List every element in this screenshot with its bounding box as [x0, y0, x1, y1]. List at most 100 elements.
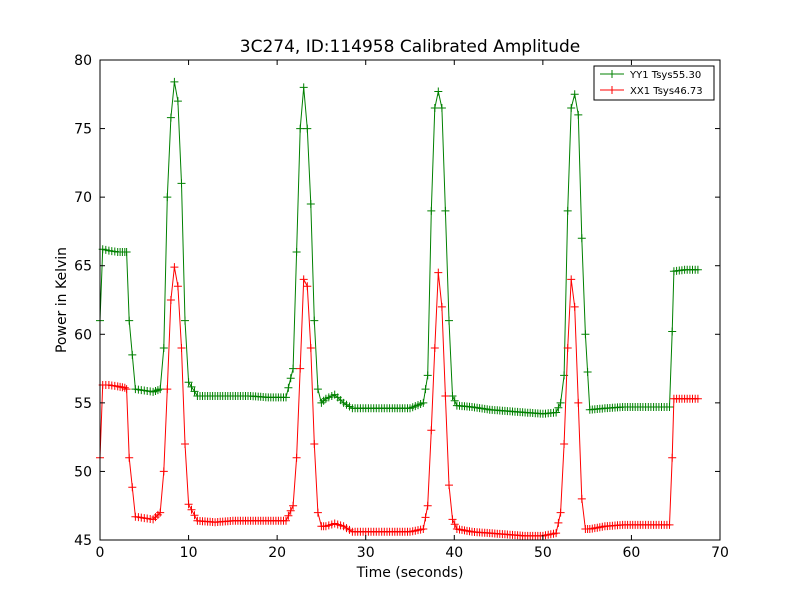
data-point	[665, 403, 674, 411]
data-point	[556, 398, 565, 407]
data-point	[560, 440, 569, 448]
data-point	[187, 382, 196, 391]
data-point	[173, 282, 182, 291]
data-point	[282, 393, 290, 402]
data-point	[693, 265, 702, 274]
data-point	[554, 518, 563, 527]
data-point	[419, 525, 428, 533]
data-point	[292, 453, 301, 462]
data-point	[170, 263, 179, 272]
data-point	[163, 193, 172, 202]
data-point	[159, 344, 168, 352]
data-point	[567, 104, 576, 112]
data-point	[421, 513, 430, 522]
data-point	[122, 385, 131, 394]
data-point	[445, 481, 453, 490]
data-point	[286, 374, 295, 383]
data-point	[668, 327, 677, 336]
data-point	[421, 385, 430, 394]
data-point	[419, 398, 428, 407]
data-point	[693, 394, 702, 403]
data-point	[181, 440, 189, 448]
legend-label-xx1: XX1 Tsys46.73	[630, 86, 703, 97]
data-point	[668, 453, 677, 462]
data-point	[577, 234, 586, 243]
chart-title: 3C274, ID:114958 Calibrated Amplitude	[240, 37, 580, 57]
legend-marker-xx1	[608, 86, 616, 94]
data-point	[430, 344, 439, 352]
data-point	[170, 77, 179, 86]
data-point	[166, 113, 175, 122]
data-point	[184, 378, 193, 387]
y-tick-label: 70	[74, 190, 92, 206]
data-point	[448, 392, 457, 400]
data-point	[296, 124, 305, 133]
data-point	[563, 206, 572, 215]
data-point	[554, 403, 563, 412]
data-point	[190, 387, 199, 396]
data-point	[177, 344, 186, 352]
plot-frame	[99, 59, 721, 541]
data-point	[434, 87, 443, 96]
data-point	[303, 282, 312, 291]
data-point	[296, 364, 305, 373]
data-point	[556, 508, 565, 517]
data-point	[286, 506, 295, 515]
x-tick-label: 10	[180, 545, 198, 561]
x-tick-label: 40	[445, 545, 463, 561]
data-point	[173, 97, 182, 106]
data-point	[574, 398, 583, 407]
data-point	[310, 440, 319, 448]
data-point	[184, 500, 193, 509]
data-point	[310, 316, 319, 325]
data-point	[441, 206, 450, 215]
data-point	[445, 316, 453, 325]
data-point	[448, 515, 457, 524]
data-point	[437, 104, 446, 112]
data-point	[665, 520, 674, 529]
y-tick-label: 60	[74, 327, 92, 343]
data-point	[574, 110, 583, 119]
data-point	[190, 511, 199, 520]
data-point	[128, 350, 137, 359]
legend-marker-yy1	[608, 70, 616, 78]
legend: YY1 Tsys55.30 XX1 Tsys46.73	[593, 65, 715, 101]
data-point	[306, 200, 315, 208]
data-point	[122, 248, 131, 256]
data-point	[159, 467, 168, 476]
data-point	[583, 368, 592, 376]
data-point	[570, 302, 579, 311]
data-point	[423, 371, 432, 380]
y-tick-label: 50	[74, 464, 92, 480]
legend-label-yy1: YY1 Tsys55.30	[629, 70, 701, 81]
data-point	[450, 396, 459, 405]
data-point	[282, 516, 290, 525]
data-point	[120, 383, 129, 392]
data-point	[450, 520, 459, 529]
data-point	[552, 408, 561, 417]
data-point	[306, 344, 315, 352]
data-point	[128, 483, 137, 492]
data-point	[299, 275, 308, 284]
data-point	[441, 392, 450, 400]
x-tick-label: 60	[623, 545, 641, 561]
data-point	[156, 508, 165, 517]
x-tick-label: 0	[96, 545, 105, 561]
x-tick-label: 50	[534, 545, 552, 561]
series-layer	[96, 77, 702, 540]
data-point	[177, 179, 186, 188]
data-point	[437, 302, 446, 311]
data-point	[289, 364, 298, 373]
data-point	[187, 505, 196, 514]
data-point	[563, 344, 572, 352]
data-point	[181, 316, 189, 325]
plot-area	[100, 60, 720, 540]
data-point	[427, 206, 436, 215]
data-point	[125, 453, 134, 462]
data-point	[163, 385, 172, 394]
x-tick-label: 70	[711, 545, 729, 561]
y-tick-label: 80	[74, 53, 92, 69]
data-point	[303, 124, 312, 133]
data-point	[292, 248, 301, 256]
data-point	[581, 330, 590, 339]
